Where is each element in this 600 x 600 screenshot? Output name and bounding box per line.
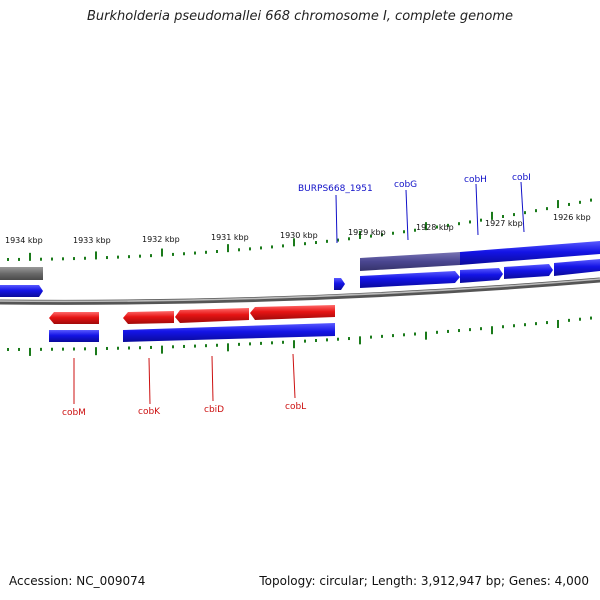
kbp-label: 1926 kbp bbox=[553, 213, 591, 222]
kbp-label: 1932 kbp bbox=[142, 235, 180, 244]
gene-arrow-cobh[interactable] bbox=[460, 268, 503, 283]
gene-arrow-left-edge[interactable] bbox=[0, 285, 43, 297]
map-title: Burkholderia pseudomallei 668 chromosome… bbox=[86, 9, 514, 24]
gene-block-blue-upper[interactable] bbox=[460, 241, 600, 265]
lower-scale-ticks bbox=[7, 316, 592, 356]
label-line-cobl bbox=[292, 353, 296, 399]
gene-arrow-cbid[interactable] bbox=[175, 308, 249, 323]
gene-label-cobi[interactable]: cobI bbox=[512, 173, 531, 183]
label-line-cobk bbox=[148, 357, 151, 405]
kbp-label: 1928 kbp bbox=[416, 223, 454, 232]
chromosome-backbone bbox=[0, 277, 600, 305]
gene-block-blue-lower-left[interactable] bbox=[49, 330, 99, 342]
gene-arrow-burps668-1951[interactable] bbox=[334, 278, 345, 290]
kbp-label: 1929 kbp bbox=[348, 228, 386, 237]
gene-arrow-right-edge[interactable] bbox=[554, 259, 600, 276]
label-line-cobh bbox=[475, 183, 479, 236]
label-line-cobg bbox=[405, 189, 409, 241]
gene-label-burps668-1951[interactable]: BURPS668_1951 bbox=[298, 184, 373, 194]
gene-label-cobk[interactable]: cobK bbox=[138, 407, 161, 417]
kbp-label: 1933 kbp bbox=[73, 236, 111, 245]
gene-arrow-cobl[interactable] bbox=[250, 305, 335, 320]
gene-block-purple[interactable] bbox=[360, 252, 460, 271]
kbp-label: 1927 kbp bbox=[485, 219, 523, 228]
gene-label-cobh[interactable]: cobH bbox=[464, 175, 487, 185]
topology-text: Topology: circular; Length: 3,912,947 bp… bbox=[259, 574, 589, 588]
gene-label-cobl[interactable]: cobL bbox=[285, 402, 306, 412]
label-line-cbid bbox=[211, 355, 214, 402]
gene-label-cobm[interactable]: cobM bbox=[62, 408, 86, 418]
kbp-label: 1934 kbp bbox=[5, 236, 43, 245]
gene-block-blue-lower-main[interactable] bbox=[123, 323, 335, 342]
kbp-label: 1930 kbp bbox=[280, 231, 318, 240]
upper-scale-ticks bbox=[7, 198, 592, 261]
label-line-burps668-1951 bbox=[335, 194, 338, 244]
accession-text: Accession: NC_009074 bbox=[9, 574, 146, 588]
gene-label-cbid[interactable]: cbiD bbox=[204, 405, 224, 415]
gene-arrow-cobi[interactable] bbox=[504, 264, 553, 279]
gene-label-cobg[interactable]: cobG bbox=[394, 180, 417, 190]
gene-arrow-cobk[interactable] bbox=[123, 311, 174, 324]
label-line-cobi bbox=[520, 181, 525, 233]
gene-arrow-cobm[interactable] bbox=[49, 312, 99, 324]
kbp-label: 1931 kbp bbox=[211, 233, 249, 242]
gene-block-grey-left[interactable] bbox=[0, 267, 43, 280]
gene-arrow-cobg[interactable] bbox=[360, 271, 460, 288]
